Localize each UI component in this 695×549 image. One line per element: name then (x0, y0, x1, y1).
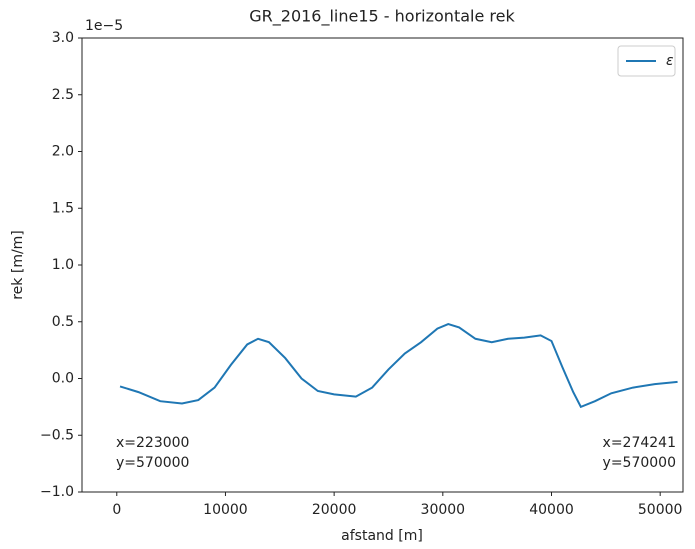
x-tick-label: 30000 (421, 502, 466, 518)
x-tick-label: 40000 (529, 502, 574, 518)
chart-title: GR_2016_line15 - horizontale rek (249, 7, 515, 27)
legend-label: ε (666, 53, 674, 69)
annotation: y=570000 (116, 455, 189, 471)
x-tick-label: 50000 (638, 502, 683, 518)
y-tick-label: 1.5 (52, 200, 74, 216)
x-axis-label: afstand [m] (341, 528, 423, 544)
y-tick-label: −0.5 (40, 427, 74, 443)
x-tick-label: 0 (112, 502, 121, 518)
x-tick-label: 20000 (312, 502, 357, 518)
annotation: x=274241 (603, 435, 676, 451)
line (119, 322, 678, 409)
y-offset: 1e−5 (85, 18, 123, 34)
y-tick-label: 2.0 (52, 144, 74, 160)
y-axis-label: rek [m/m] (10, 230, 26, 300)
y-tick-label: −1.0 (40, 484, 74, 500)
y-tick-label: 3.0 (52, 30, 74, 46)
plot-frame (81, 37, 684, 493)
annotation: x=223000 (116, 435, 189, 451)
y-tick-label: 0.5 (52, 314, 74, 330)
x-tick-label: 10000 (203, 502, 248, 518)
y-tick-label: 2.5 (52, 87, 74, 103)
y-tick-label: 1.0 (52, 257, 74, 273)
annotation: y=570000 (603, 455, 676, 471)
y-tick-label: 0.0 (52, 371, 74, 387)
